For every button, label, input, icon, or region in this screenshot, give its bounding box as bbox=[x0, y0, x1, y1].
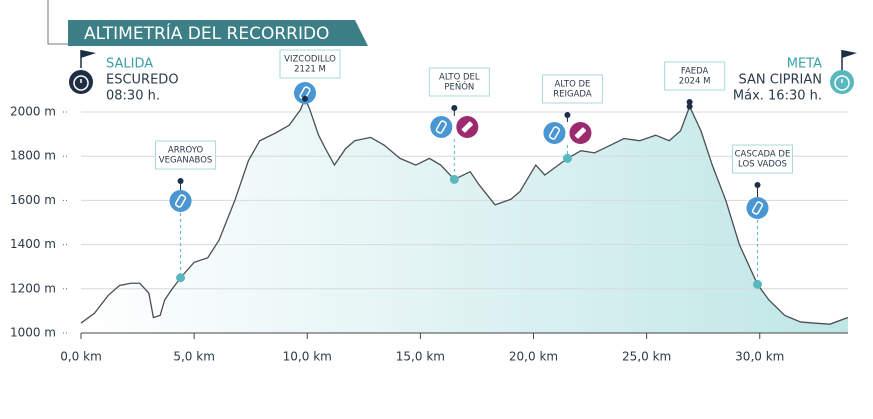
waypoint-dot bbox=[449, 174, 459, 184]
y-tick-label: 1200 m bbox=[10, 281, 56, 295]
x-tick-label: 25,0 km bbox=[622, 350, 671, 364]
x-tick-label: 0,0 km bbox=[60, 350, 102, 364]
waypoint-label: ARROYO bbox=[168, 146, 204, 156]
waypoint-label: 2024 M bbox=[679, 77, 711, 87]
finish-place: SAN CIPRIAN bbox=[739, 73, 822, 88]
waypoint-label: VEGANABOS bbox=[159, 156, 213, 166]
x-tick-label: 15,0 km bbox=[396, 350, 445, 364]
icon-glyph bbox=[548, 126, 561, 140]
label-box bbox=[541, 74, 603, 104]
frame-line bbox=[47, 0, 68, 45]
waypoint-label: VIZCODILLO bbox=[284, 55, 336, 65]
food-icon bbox=[569, 122, 592, 144]
y-tick-label: 1000 m bbox=[10, 326, 56, 340]
icon-glyph bbox=[574, 127, 587, 139]
x-tick-label: 20,0 km bbox=[509, 350, 558, 364]
waypoint-dot bbox=[752, 279, 762, 289]
waypoint-dot bbox=[686, 103, 693, 110]
water-icon bbox=[169, 190, 192, 212]
water-icon bbox=[746, 197, 769, 219]
start-label: SALIDA bbox=[106, 57, 153, 72]
area-fill bbox=[81, 98, 848, 334]
start-place: ESCUREDO bbox=[106, 73, 179, 88]
icon-glyph bbox=[174, 194, 187, 208]
y-tick-label: 1800 m bbox=[10, 149, 56, 163]
waypoint-label: 2121 M bbox=[294, 65, 326, 75]
x-tick-label: 30,0 km bbox=[735, 350, 784, 364]
finish-label: META bbox=[787, 57, 822, 72]
label-box bbox=[731, 144, 793, 174]
y-tick-label: 1600 m bbox=[10, 193, 56, 207]
waypoint-label: PEÑÓN bbox=[444, 81, 474, 93]
waypoint-label: ALTO DE bbox=[555, 80, 591, 90]
chart-title: ALTIMETRÍA DEL RECORRIDO bbox=[84, 22, 329, 44]
finish-time: Máx. 16:30 h. bbox=[733, 89, 822, 104]
waypoint-dot bbox=[301, 95, 308, 102]
waypoint-label: REIGADA bbox=[553, 90, 592, 100]
icon-glyph bbox=[751, 201, 764, 215]
label-box bbox=[279, 49, 341, 79]
waypoint-label: LOS VADOS bbox=[738, 160, 787, 170]
water-icon bbox=[293, 82, 316, 104]
water-icon bbox=[430, 116, 453, 138]
waypoint-label: CASCADA DE bbox=[735, 150, 791, 160]
icon-glyph bbox=[461, 121, 473, 133]
x-tick-label: 10,0 km bbox=[283, 350, 332, 364]
icon-glyph bbox=[435, 120, 447, 134]
icon-circle bbox=[543, 122, 566, 144]
water-icon bbox=[543, 122, 566, 144]
waypoint-dot bbox=[176, 273, 186, 283]
y-tick-label: 2000 m bbox=[10, 105, 56, 119]
icon-circle bbox=[169, 190, 192, 212]
icon-circle bbox=[746, 197, 769, 219]
waypoint-dot bbox=[562, 153, 572, 163]
icon-circle bbox=[430, 116, 453, 138]
waypoint-label: ALTO DEL bbox=[439, 73, 480, 83]
start-time: 08:30 h. bbox=[106, 89, 160, 104]
label-box bbox=[428, 67, 490, 97]
waypoint-label: FAEDA bbox=[681, 67, 709, 77]
icon-circle bbox=[293, 82, 316, 104]
label-box bbox=[664, 61, 726, 91]
y-tick-label: 1400 m bbox=[10, 237, 56, 251]
finish-marker bbox=[830, 50, 857, 94]
x-tick-label: 5,0 km bbox=[173, 350, 215, 364]
food-icon bbox=[456, 116, 479, 138]
start-marker bbox=[69, 50, 96, 94]
title-banner bbox=[68, 20, 368, 46]
label-box bbox=[155, 140, 217, 170]
icon-glyph bbox=[299, 86, 311, 100]
elevation-line bbox=[80, 97, 849, 325]
